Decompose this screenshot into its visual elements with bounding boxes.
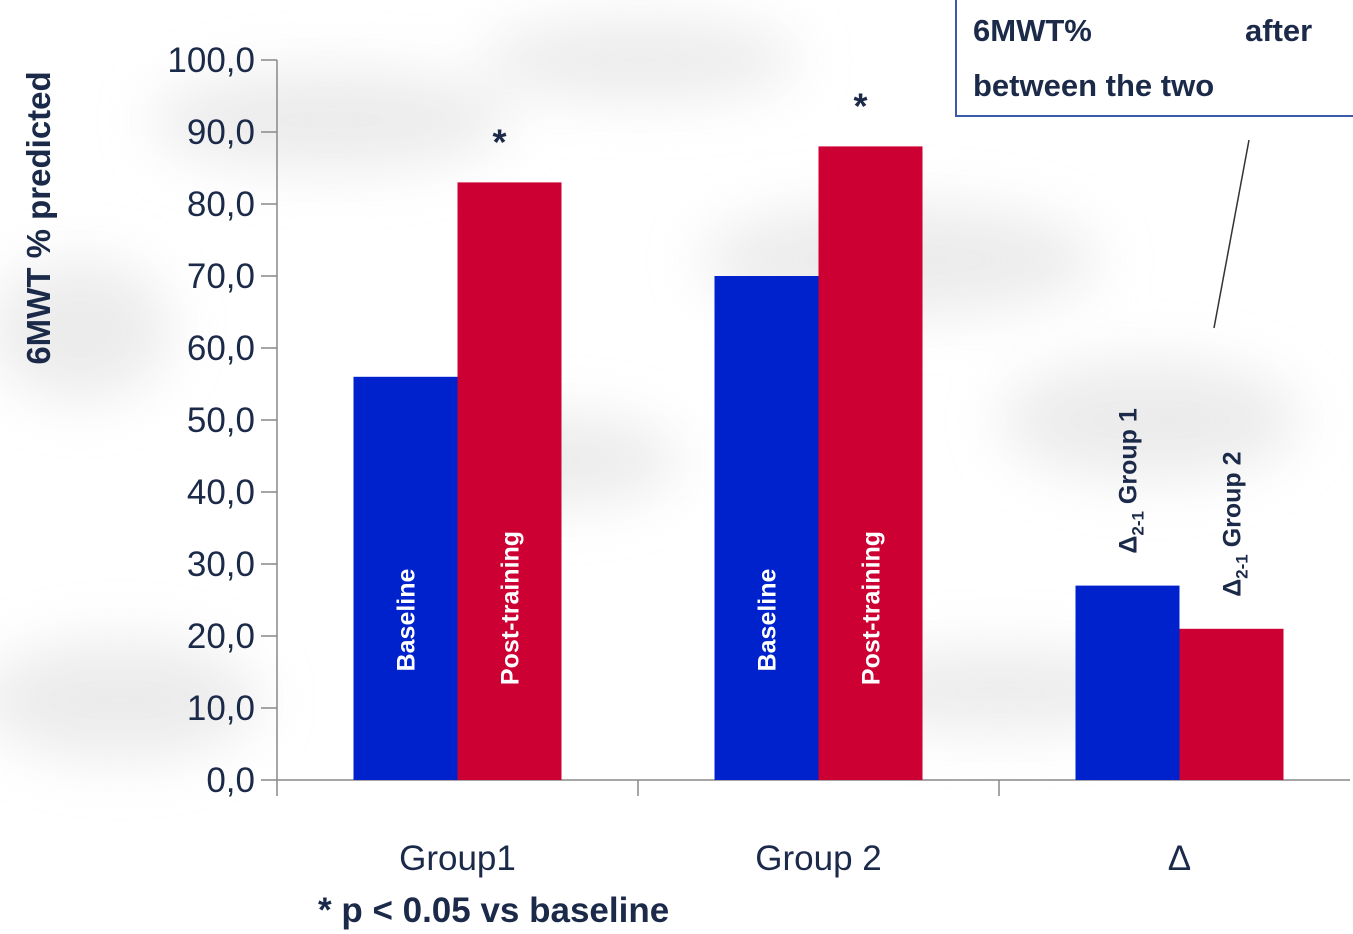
bar-label: Post-training (858, 531, 886, 685)
category-label: Group 2 (755, 839, 881, 878)
y-tick-label: 30,0 (187, 545, 255, 584)
y-tick-label: 60,0 (187, 329, 255, 368)
delta-subscript: 2-1 (1129, 511, 1148, 536)
bar-labels: Baseline Post-training Baseline Post-traini… (393, 408, 1252, 685)
callout: 6MWT% after between the two (955, 0, 1353, 329)
delta-symbol: Δ (1219, 579, 1247, 597)
significance-star: * (853, 85, 867, 126)
y-tick-label: 20,0 (187, 617, 255, 656)
delta-text: Group 1 (1115, 408, 1143, 511)
delta-symbol: Δ (1115, 536, 1143, 554)
bar-2-1 (1179, 628, 1284, 780)
callout-line2: between the two (973, 68, 1214, 103)
y-tick-label: 50,0 (187, 401, 255, 440)
y-tick-label: 70,0 (187, 257, 255, 296)
y-ticks: 0,0 10,0 20,0 30,0 40,0 50,0 60,0 70,0 80,0 90,0 1… (167, 41, 277, 800)
y-tick-label: 90,0 (187, 113, 255, 152)
significance-markers: ** (492, 85, 867, 162)
y-tick-label: 100,0 (167, 41, 255, 80)
bars (353, 146, 1284, 780)
bar-0-1 (457, 182, 562, 780)
y-axis-label: 6MWT % predicted (20, 71, 57, 364)
category-label: Δ (1168, 839, 1191, 878)
bar-1-1 (818, 146, 923, 780)
category-labels: Group1 Group 2 Δ (399, 839, 1191, 878)
callout-line1-right: after (1245, 13, 1312, 48)
y-tick-label: 40,0 (187, 473, 255, 512)
footnote: * p < 0.05 vs baseline (318, 891, 669, 930)
delta-label: Δ2-1 Group 2 (1219, 451, 1252, 596)
callout-pointer-line (1213, 139, 1250, 329)
callout-box (955, 0, 1353, 117)
callout-line1-left: 6MWT% (973, 13, 1092, 48)
delta-text: Group 2 (1219, 451, 1247, 554)
bar-label: Post-training (497, 531, 525, 685)
bar-label: Baseline (393, 568, 421, 671)
bar-0-0 (353, 376, 458, 780)
category-label: Group1 (399, 839, 516, 878)
bar-1-0 (714, 276, 819, 780)
delta-subscript: 2-1 (1233, 554, 1252, 579)
y-axis-label-group: 6MWT % predicted (20, 71, 57, 364)
y-tick-label: 80,0 (187, 185, 255, 224)
delta-label: Δ2-1 Group 1 (1115, 408, 1148, 553)
y-tick-label: 10,0 (187, 689, 255, 728)
bar-2-0 (1075, 585, 1180, 780)
significance-star: * (492, 121, 506, 162)
bar-label: Baseline (754, 568, 782, 671)
y-tick-label: 0,0 (206, 761, 255, 800)
